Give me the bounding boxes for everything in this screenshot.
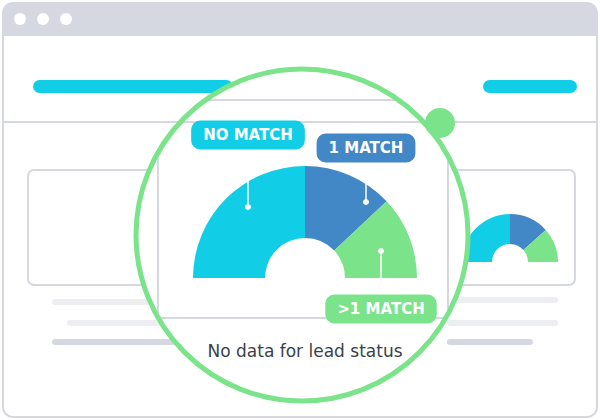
svg-text:No data for lead status: No data for lead status <box>207 341 402 361</box>
svg-text:1 MATCH: 1 MATCH <box>329 139 404 157</box>
svg-text:NO MATCH: NO MATCH <box>203 126 293 144</box>
svg-text:>1 MATCH: >1 MATCH <box>337 300 424 318</box>
